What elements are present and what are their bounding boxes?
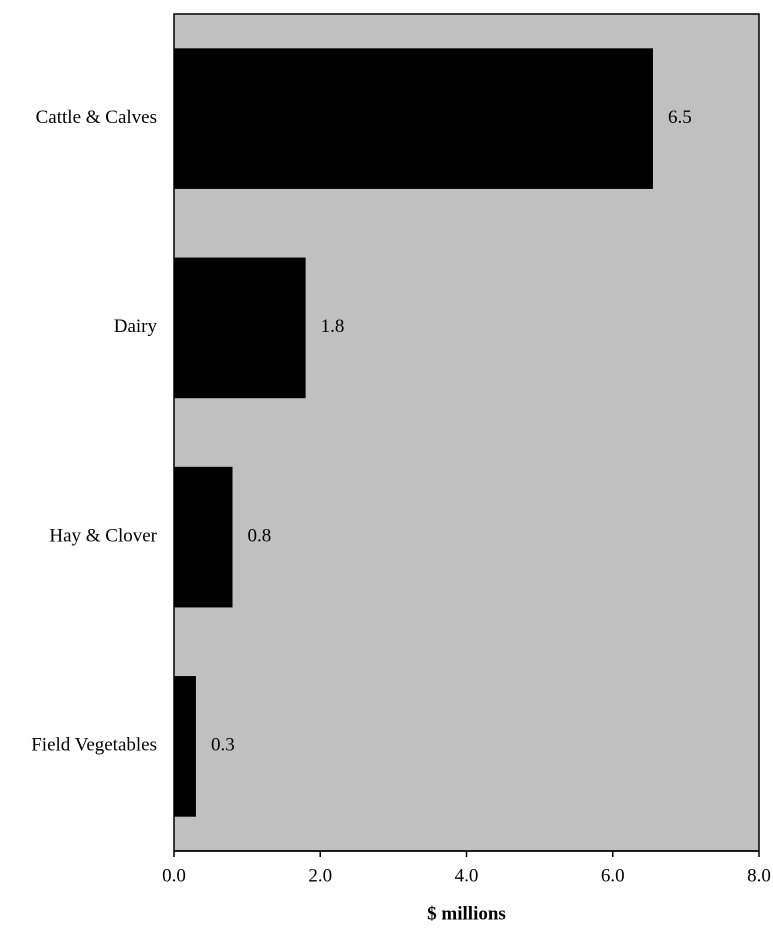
x-tick-label: 6.0: [601, 865, 625, 886]
x-tick-label: 0.0: [162, 865, 186, 886]
x-axis-title: $ millions: [427, 903, 506, 924]
bar: [174, 676, 196, 817]
category-labels-layer: Cattle & Calves Dairy Hay & Clover Field Ve…: [31, 107, 157, 756]
bar: [174, 257, 306, 399]
bar: [174, 466, 233, 608]
category-label: Cattle & Calves: [36, 107, 157, 128]
category-label: Dairy: [114, 316, 158, 337]
data-label: 1.8: [321, 316, 345, 337]
data-label: 0.3: [211, 735, 235, 756]
x-tick-label: 8.0: [747, 865, 771, 886]
bar: [174, 48, 653, 189]
data-label: 6.5: [668, 107, 692, 128]
category-label: Hay & Clover: [49, 525, 157, 546]
x-axis-ticks-layer: 0.0 2.0 4.0 6.0 8.0: [162, 851, 771, 886]
x-tick-label: 4.0: [455, 865, 479, 886]
data-labels-layer: 6.5 1.8 0.8 0.3: [211, 107, 692, 756]
bars-layer: [174, 48, 653, 817]
data-label: 0.8: [248, 525, 272, 546]
category-label: Field Vegetables: [31, 735, 157, 756]
x-tick-label: 2.0: [308, 865, 332, 886]
